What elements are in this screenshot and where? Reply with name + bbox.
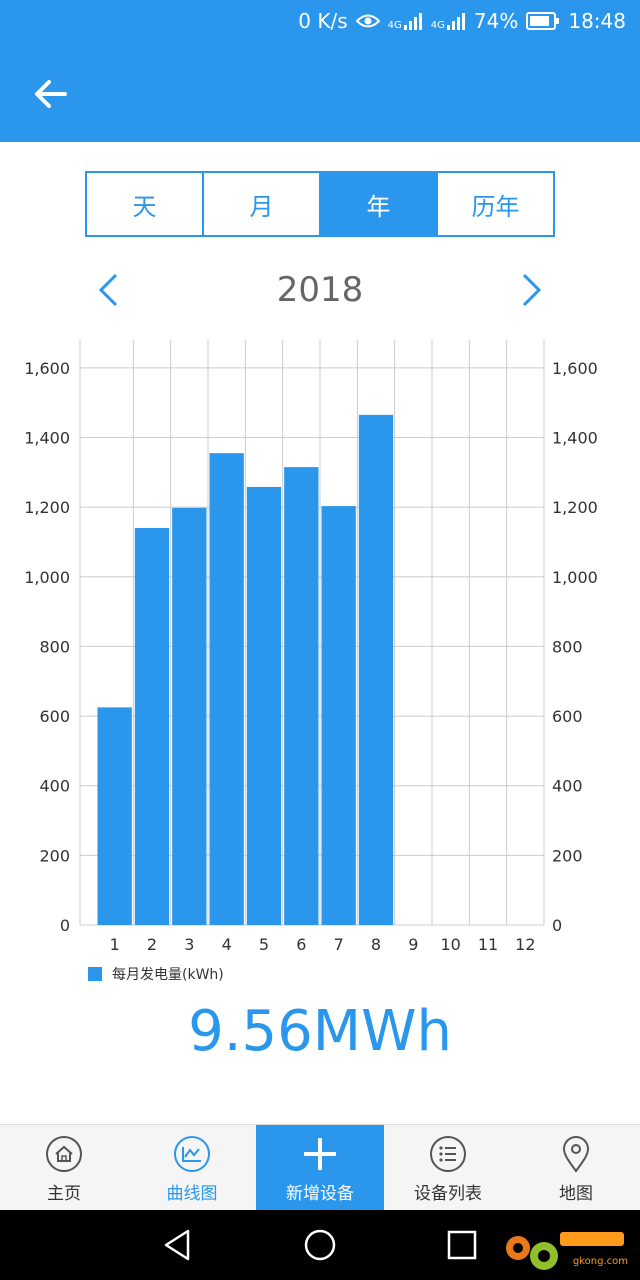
x-tick-label: 9 (408, 935, 418, 954)
y-tick-label-right: 0 (552, 916, 562, 935)
tab-month[interactable]: 月 (204, 173, 321, 235)
home-icon (46, 1136, 82, 1172)
y-tick-label-right: 800 (552, 637, 583, 656)
monthly-generation-chart: 0 0 200 200 400 400 600 600 800 800 1,000 1,000 1,20… (24, 340, 598, 954)
x-tick-label: 11 (478, 935, 498, 954)
network-speed: 0 K/s (298, 9, 348, 33)
y-tick-label-left: 400 (39, 777, 70, 796)
y-tick-label-right: 1,600 (552, 359, 598, 378)
x-tick-label: 1 (110, 935, 120, 954)
x-tick-label: 8 (371, 935, 381, 954)
y-tick-label-right: 600 (552, 707, 583, 726)
nav-chart-label: 曲线图 (166, 1184, 218, 1204)
back-button[interactable] (26, 70, 74, 118)
tab-all-years[interactable]: 历年 (471, 192, 520, 221)
system-navigation-bar (0, 1210, 640, 1280)
chart-icon (174, 1136, 210, 1172)
bar-month-5 (246, 486, 282, 925)
total-generation: 9.56MWh (188, 999, 452, 1064)
y-tick-label-left: 1,600 (24, 359, 70, 378)
bar-month-2 (134, 528, 170, 925)
battery-icon (526, 12, 560, 30)
y-tick-label-right: 200 (552, 846, 583, 865)
bar-month-3 (172, 507, 207, 925)
x-tick-label: 10 (440, 935, 460, 954)
y-tick-label-right: 1,200 (552, 498, 598, 517)
y-tick-label-right: 1,400 (552, 429, 598, 448)
bottom-navigation: 主页 曲线图 新增设备 设备列表 地图 (0, 1124, 640, 1211)
y-tick-label-right: 400 (552, 777, 583, 796)
signal-icon: 4G (431, 11, 466, 31)
chevron-right-icon (522, 273, 542, 307)
plus-icon (304, 1138, 336, 1170)
nav-chart[interactable]: 曲线图 (128, 1125, 256, 1211)
y-tick-label-left: 800 (39, 637, 70, 656)
watermark-text: gkong.com (572, 1256, 628, 1267)
bar-month-6 (284, 467, 319, 925)
nav-home[interactable]: 主页 (0, 1125, 128, 1211)
signal-icon: 4G (388, 11, 423, 31)
signal-label: 4G (430, 20, 445, 31)
tab-year[interactable]: 年 (321, 173, 438, 235)
chart-legend: 每月发电量(kWh) (88, 964, 224, 984)
back-arrow-icon (35, 80, 67, 108)
x-tick-label: 2 (147, 935, 157, 954)
y-tick-label-left: 1,200 (24, 498, 70, 517)
battery-percent: 74% (473, 9, 519, 33)
nav-device-list-label: 设备列表 (414, 1184, 482, 1204)
period-tabs: 天 月 年 历年 (85, 171, 555, 237)
x-tick-label: 3 (184, 935, 194, 954)
y-tick-label-left: 0 (60, 916, 70, 935)
y-tick-label-left: 1,400 (24, 429, 70, 448)
bar-month-7 (321, 506, 356, 925)
prev-year-button[interactable] (86, 268, 130, 312)
tab-day[interactable]: 天 (87, 173, 204, 235)
nav-add-device[interactable]: 新增设备 (256, 1125, 384, 1211)
y-tick-label-right: 1,000 (552, 568, 598, 587)
bar-month-4 (209, 453, 244, 925)
year-label: 2018 (276, 270, 364, 310)
x-tick-label: 5 (259, 935, 269, 954)
clock-time: 18:48 (568, 9, 626, 33)
header-bar: 0 K/s 4G 4G 74% 18:48 (0, 0, 640, 142)
x-tick-label: 6 (296, 935, 306, 954)
system-back-icon[interactable] (160, 1227, 196, 1263)
x-tick-label: 4 (222, 935, 232, 954)
bar-month-8 (358, 414, 394, 925)
legend-swatch (88, 967, 102, 981)
list-icon (430, 1136, 466, 1172)
legend-label: 每月发电量(kWh) (112, 967, 224, 983)
nav-device-list[interactable]: 设备列表 (384, 1125, 512, 1211)
nav-map[interactable]: 地图 (512, 1125, 640, 1211)
system-home-icon[interactable] (302, 1227, 338, 1263)
nav-map-label: 地图 (559, 1184, 593, 1204)
y-tick-label-left: 200 (39, 846, 70, 865)
location-pin-icon (562, 1136, 590, 1173)
eye-icon (355, 12, 380, 30)
nav-add-device-label: 新增设备 (286, 1184, 354, 1204)
signal-label: 4G (387, 20, 402, 31)
next-year-button[interactable] (510, 268, 554, 312)
nav-home-label: 主页 (47, 1184, 81, 1204)
y-tick-label-left: 600 (39, 707, 70, 726)
y-tick-label-left: 1,000 (24, 568, 70, 587)
chevron-left-icon (98, 273, 118, 307)
watermark-logo-icon (506, 1232, 624, 1270)
x-tick-label: 7 (334, 935, 344, 954)
bar-month-1 (97, 707, 132, 925)
x-tick-label: 12 (515, 935, 535, 954)
status-indicators: 0 K/s 4G 4G 74% 18:48 (298, 9, 626, 33)
status-bar: 0 K/s 4G 4G 74% 18:48 (0, 0, 640, 44)
system-recents-icon[interactable] (444, 1227, 480, 1263)
